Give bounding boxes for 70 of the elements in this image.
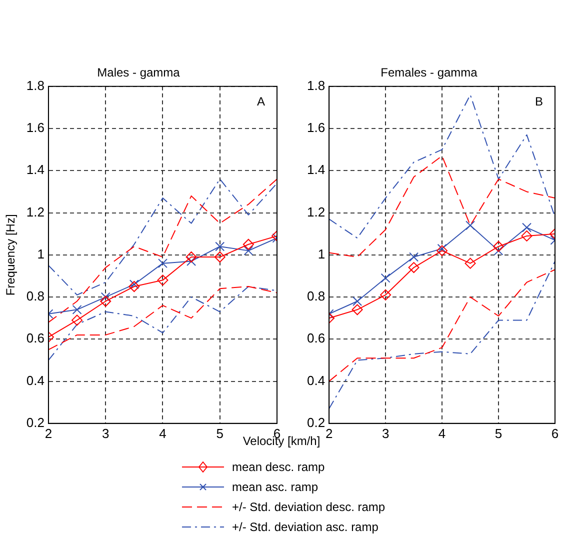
y-tick-label: 0.8 [26,288,44,304]
x-tick-label: 5 [494,426,502,441]
x-tick-label: 2 [325,426,333,441]
point [100,296,112,307]
point [242,238,254,250]
legend-label: mean asc. ramp [232,480,318,494]
point [157,274,168,286]
point [522,222,532,232]
point [380,273,390,283]
y-tick-label: 1.8 [26,78,44,93]
y-tick-label: 1.2 [306,204,326,220]
point [72,304,82,314]
point [521,230,532,242]
line-series [329,155,555,258]
x-tick-label: 3 [382,426,390,441]
point [494,246,504,256]
annotation: A [256,94,265,109]
y-tick-label: 0.6 [26,330,44,346]
y-tick-label: 1 [37,246,44,262]
y-tick-label: 0.6 [306,330,326,346]
x-tick-label: 4 [159,426,166,441]
chart-title: Males - gamma [97,66,180,80]
y-tick-label: 1.4 [26,162,44,178]
point [466,220,476,230]
point [215,242,225,252]
point [352,304,363,316]
y-axis-title: Frequency [Hz] [4,214,18,296]
y-tick-label: 0.2 [26,414,44,430]
y-tick-label: 1.6 [26,120,44,136]
point [72,314,83,326]
y-tick-label: 1.4 [306,162,326,178]
y-tick-label: 0.4 [26,372,44,388]
point [493,240,504,252]
legend-label: +/- Std. deviation asc. ramp [232,520,378,534]
point [186,256,196,266]
y-tick-label: 0.2 [306,414,326,430]
point [437,244,447,254]
line-series [48,178,277,323]
point [244,246,254,256]
y-tick-label: 0.4 [306,372,326,388]
point [129,280,139,290]
x-tick-label: 3 [102,426,110,441]
point [128,280,140,292]
line-series [329,260,555,410]
point [100,292,110,302]
point [158,258,168,268]
line-series [329,269,555,382]
y-tick-label: 1.8 [306,78,326,93]
point [214,252,226,263]
x-tick-label: 5 [216,426,224,441]
point [408,262,420,274]
x-tick-label: 2 [44,426,52,441]
point [380,289,392,300]
point [409,252,419,262]
annotation: B [534,94,543,109]
legend-label: mean desc. ramp [232,460,325,474]
point [436,245,448,256]
point [186,252,197,263]
x-tick-label: 4 [438,426,446,441]
line-series [48,178,277,296]
point [464,258,476,269]
chart-title: Females - gamma [380,66,478,80]
x-tick-label: 6 [551,426,559,441]
y-tick-label: 0.8 [306,288,326,304]
line-series [329,94,555,239]
y-tick-label: 1.6 [306,120,326,136]
y-tick-label: 1.2 [26,204,44,220]
y-tick-label: 1 [318,246,326,262]
legend-label: +/- Std. deviation desc. ramp [232,500,386,514]
point [352,296,362,306]
